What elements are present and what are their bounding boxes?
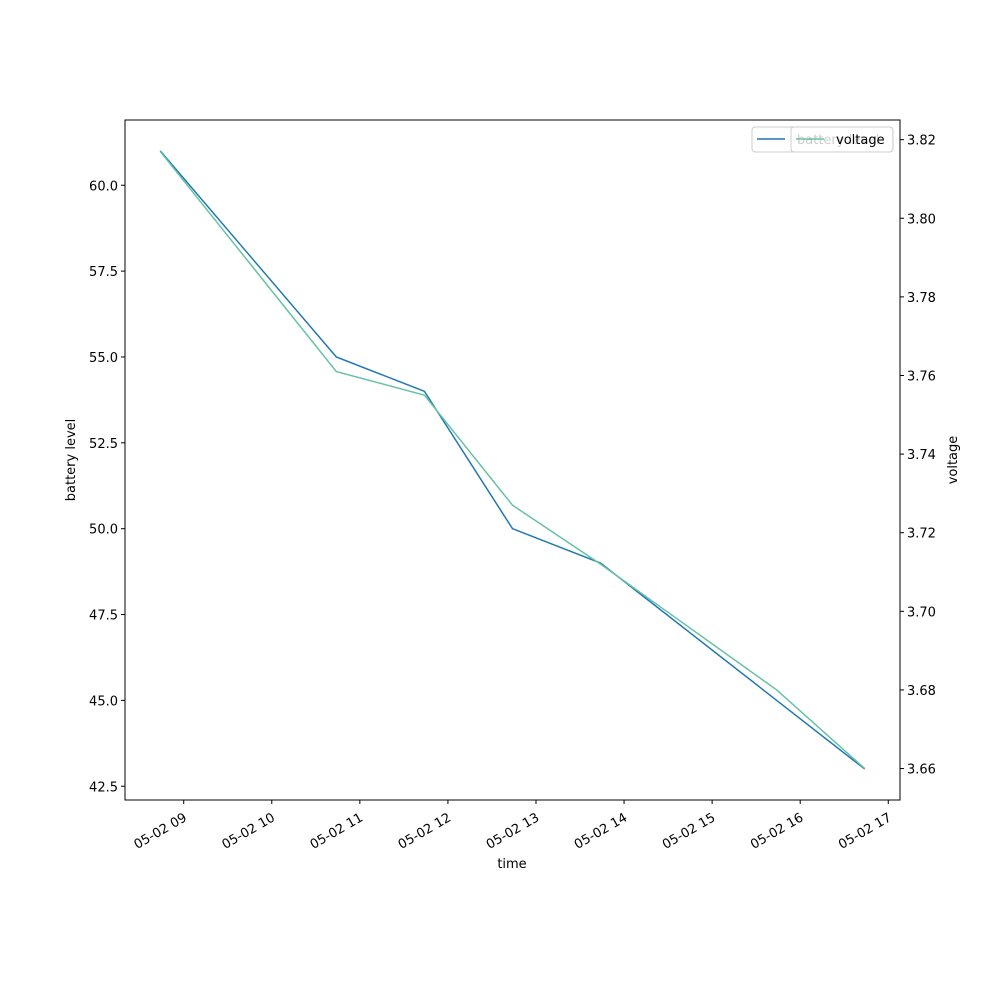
y-tick-label: 57.5 bbox=[89, 265, 118, 280]
y-tick-label: 60.0 bbox=[89, 179, 118, 194]
y-tick-label: 55.0 bbox=[89, 351, 118, 366]
y2-tick-label: 3.70 bbox=[907, 605, 936, 620]
y2-tick-label: 3.66 bbox=[907, 763, 936, 778]
y2-tick-label: 3.80 bbox=[907, 212, 936, 227]
x-tick-label: 05-02 15 bbox=[660, 810, 718, 852]
y2-tick-label: 3.74 bbox=[907, 448, 936, 463]
y2-tick-label: 3.76 bbox=[907, 369, 936, 384]
y-tick-label: 45.0 bbox=[89, 694, 118, 709]
legend-label: voltage bbox=[836, 133, 885, 148]
x-axis-label: time bbox=[497, 857, 526, 872]
y2-tick-label: 3.82 bbox=[907, 134, 936, 149]
x-tick-label: 05-02 09 bbox=[132, 810, 190, 852]
plot-frame bbox=[124, 119, 901, 801]
data-line bbox=[159, 150, 866, 770]
y-axis-label: battery level bbox=[64, 419, 79, 502]
y2-tick-label: 3.72 bbox=[907, 527, 936, 542]
x-tick-label: 05-02 16 bbox=[748, 810, 806, 852]
legend: voltage bbox=[790, 126, 894, 153]
y2-axis-label: voltage bbox=[946, 436, 961, 485]
y-tick-label: 52.5 bbox=[89, 437, 118, 452]
data-line bbox=[159, 150, 866, 770]
y-tick-label: 47.5 bbox=[89, 609, 118, 624]
y2-tick-label: 3.68 bbox=[907, 684, 936, 699]
x-tick-label: 05-02 13 bbox=[484, 810, 542, 852]
x-tick-label: 05-02 17 bbox=[836, 810, 894, 852]
y2-tick-label: 3.78 bbox=[907, 291, 936, 306]
x-tick-label: 05-02 11 bbox=[308, 810, 366, 852]
legend-box bbox=[790, 126, 894, 153]
x-tick-label: 05-02 14 bbox=[572, 810, 630, 852]
y-tick-label: 42.5 bbox=[89, 780, 118, 795]
y-tick-label: 50.0 bbox=[89, 523, 118, 538]
x-tick-label: 05-02 10 bbox=[220, 810, 278, 852]
x-tick-label: 05-02 12 bbox=[396, 810, 454, 852]
